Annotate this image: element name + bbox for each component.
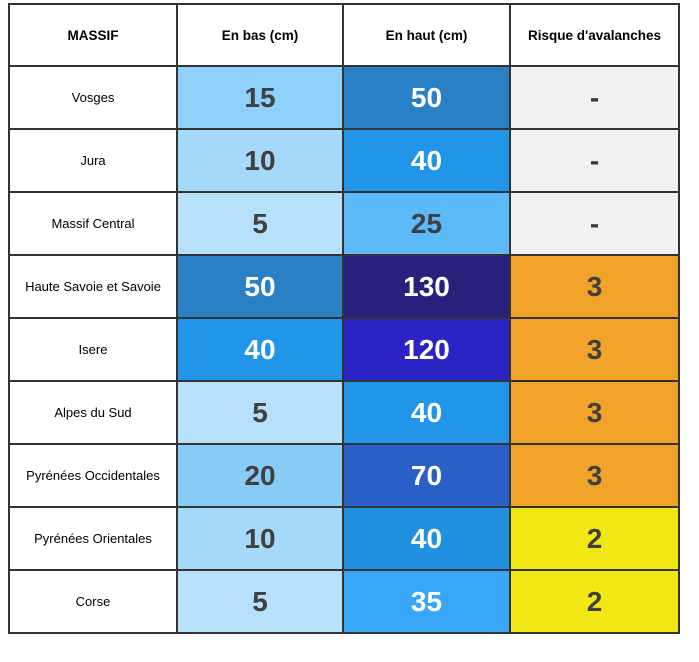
en-bas-cell: 10 [176, 128, 344, 193]
risque-cell: 2 [509, 569, 680, 634]
en-bas-cell: 20 [176, 443, 344, 508]
risque-cell: 3 [509, 254, 680, 319]
table-row: Massif Central 5 25 - [8, 191, 680, 256]
snow-report-table-container: MASSIF En bas (cm) En haut (cm) Risque d… [8, 3, 680, 634]
risque-cell: 2 [509, 506, 680, 571]
massif-cell: Corse [8, 569, 178, 634]
risque-cell: 3 [509, 317, 680, 382]
en-bas-cell: 10 [176, 506, 344, 571]
risque-cell: - [509, 128, 680, 193]
massif-cell: Haute Savoie et Savoie [8, 254, 178, 319]
massif-cell: Jura [8, 128, 178, 193]
massif-cell: Isere [8, 317, 178, 382]
massif-cell: Vosges [8, 65, 178, 130]
risque-cell: - [509, 191, 680, 256]
header-cell-en-bas: En bas (cm) [176, 3, 344, 67]
en-haut-cell: 50 [342, 65, 511, 130]
massif-cell: Pyrénées Orientales [8, 506, 178, 571]
risque-cell: 3 [509, 443, 680, 508]
en-bas-cell: 5 [176, 569, 344, 634]
en-bas-cell: 40 [176, 317, 344, 382]
snow-report-table: MASSIF En bas (cm) En haut (cm) Risque d… [8, 3, 680, 634]
table-row: Alpes du Sud 5 40 3 [8, 380, 680, 445]
header-cell-risque: Risque d'avalanches [509, 3, 680, 67]
massif-cell: Pyrénées Occidentales [8, 443, 178, 508]
header-cell-massif: MASSIF [8, 3, 178, 67]
table-row: Jura 10 40 - [8, 128, 680, 193]
en-bas-cell: 15 [176, 65, 344, 130]
en-bas-cell: 5 [176, 191, 344, 256]
risque-cell: - [509, 65, 680, 130]
risque-cell: 3 [509, 380, 680, 445]
en-haut-cell: 25 [342, 191, 511, 256]
en-haut-cell: 35 [342, 569, 511, 634]
table-row: Vosges 15 50 - [8, 65, 680, 130]
massif-cell: Massif Central [8, 191, 178, 256]
en-haut-cell: 130 [342, 254, 511, 319]
en-haut-cell: 40 [342, 128, 511, 193]
en-bas-cell: 50 [176, 254, 344, 319]
en-haut-cell: 70 [342, 443, 511, 508]
en-haut-cell: 120 [342, 317, 511, 382]
table-row: Haute Savoie et Savoie 50 130 3 [8, 254, 680, 319]
table-header-row: MASSIF En bas (cm) En haut (cm) Risque d… [8, 3, 680, 67]
massif-cell: Alpes du Sud [8, 380, 178, 445]
table-row: Isere 40 120 3 [8, 317, 680, 382]
table-row: Pyrénées Orientales 10 40 2 [8, 506, 680, 571]
en-haut-cell: 40 [342, 506, 511, 571]
header-cell-en-haut: En haut (cm) [342, 3, 511, 67]
table-row: Corse 5 35 2 [8, 569, 680, 634]
en-haut-cell: 40 [342, 380, 511, 445]
table-row: Pyrénées Occidentales 20 70 3 [8, 443, 680, 508]
en-bas-cell: 5 [176, 380, 344, 445]
